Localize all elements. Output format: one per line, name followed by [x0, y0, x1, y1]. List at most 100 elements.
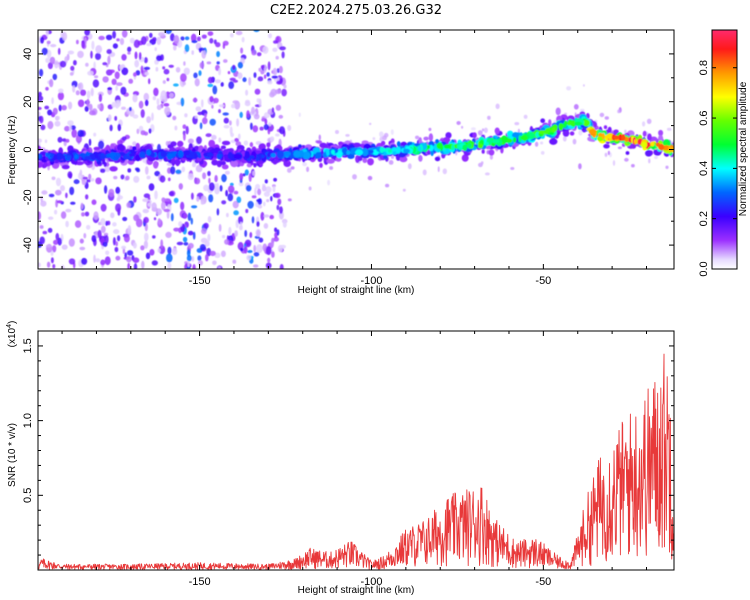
ridge-mark: [607, 126, 612, 133]
ridge-mark: [74, 154, 78, 159]
noise-speck: [582, 84, 585, 87]
noise-speck: [113, 175, 118, 180]
noise-speck: [168, 64, 174, 68]
noise-speck: [57, 91, 64, 101]
noise-speck: [45, 57, 50, 63]
noise-speck: [253, 252, 260, 257]
noise-speck: [121, 54, 127, 61]
noise-speck: [183, 132, 186, 141]
noise-speck: [129, 107, 132, 112]
noise-speck: [275, 133, 280, 137]
noise-speck: [258, 237, 264, 243]
noise-speck: [53, 239, 59, 245]
ridge-mark: [612, 135, 620, 140]
noise-speck: [60, 185, 65, 192]
noise-speck: [254, 88, 261, 95]
noise-speck: [247, 250, 253, 253]
ridge-mark: [582, 119, 591, 127]
noise-speck: [144, 71, 150, 76]
noise-speck: [209, 250, 216, 257]
noise-speck: [127, 262, 131, 269]
noise-speck: [256, 98, 260, 103]
noise-speck: [49, 78, 54, 88]
noise-speck: [562, 136, 567, 142]
noise-speck: [136, 168, 141, 173]
noise-speck: [442, 168, 447, 175]
noise-speck: [49, 56, 56, 64]
ridge-mark: [266, 142, 271, 148]
y-tick-label: 1.5: [22, 338, 34, 353]
ridge-mark: [94, 151, 99, 159]
noise-speck: [251, 49, 257, 56]
ridge-mark: [379, 146, 385, 154]
noise-speck: [163, 198, 171, 202]
noise-speck: [143, 240, 148, 249]
noise-speck: [244, 169, 249, 176]
ridge-mark: [135, 142, 140, 150]
noise-speck: [144, 99, 149, 107]
noise-speck: [219, 185, 223, 192]
ridge-mark: [436, 142, 444, 150]
noise-speck: [165, 231, 172, 238]
y-tick-label: 40: [22, 48, 34, 60]
noise-speck: [113, 229, 120, 235]
ridge-mark: [569, 131, 575, 136]
noise-speck: [272, 185, 276, 193]
noise-speck: [55, 233, 60, 241]
ridge-mark: [270, 153, 276, 158]
noise-speck: [84, 211, 90, 217]
noise-speck: [273, 236, 280, 242]
noise-speck: [133, 214, 140, 222]
noise-speck: [241, 36, 245, 43]
noise-speck: [109, 124, 113, 132]
noise-speck: [114, 246, 119, 253]
noise-speck: [274, 89, 282, 95]
noise-speck: [202, 172, 207, 180]
noise-speck: [244, 230, 248, 237]
noise-speck: [156, 98, 160, 106]
noise-speck: [624, 157, 629, 162]
noise-speck: [352, 174, 357, 180]
noise-speck: [106, 49, 112, 55]
noise-speck: [237, 61, 243, 69]
noise-speck: [42, 230, 48, 235]
noise-speck: [160, 90, 167, 100]
noise-speck: [239, 173, 244, 181]
ridge-mark: [574, 121, 583, 126]
noise-speck: [269, 136, 275, 142]
noise-speck: [115, 186, 121, 194]
ridge-mark: [267, 152, 271, 158]
noise-speck: [242, 173, 246, 177]
ridge-mark: [494, 127, 500, 135]
ridge-mark: [116, 143, 125, 152]
noise-speck: [200, 200, 205, 205]
ridge-mark: [211, 159, 219, 166]
noise-speck: [183, 67, 190, 76]
ridge-mark: [361, 140, 369, 145]
noise-speck: [209, 118, 216, 126]
ridge-mark: [668, 145, 674, 152]
noise-speck: [180, 36, 185, 41]
noise-speck: [222, 43, 226, 49]
noise-speck: [222, 112, 229, 116]
ridge-mark: [481, 149, 485, 154]
noise-speck: [566, 86, 572, 91]
noise-speck: [480, 161, 484, 165]
noise-speck: [123, 234, 130, 243]
noise-speck: [216, 51, 221, 58]
noise-speck: [251, 106, 255, 115]
ridge-mark: [99, 155, 107, 160]
noise-speck: [38, 262, 41, 268]
noise-speck: [112, 43, 118, 49]
noise-speck: [229, 120, 232, 126]
ridge-mark: [84, 155, 93, 160]
ridge-mark: [114, 155, 119, 161]
noise-speck: [271, 107, 275, 113]
noise-speck: [55, 177, 62, 187]
noise-speck: [148, 128, 152, 134]
ridge-mark: [139, 151, 146, 159]
noise-speck: [282, 221, 287, 228]
noise-speck: [95, 45, 103, 54]
noise-speck: [141, 260, 145, 269]
noise-speck: [67, 171, 73, 179]
